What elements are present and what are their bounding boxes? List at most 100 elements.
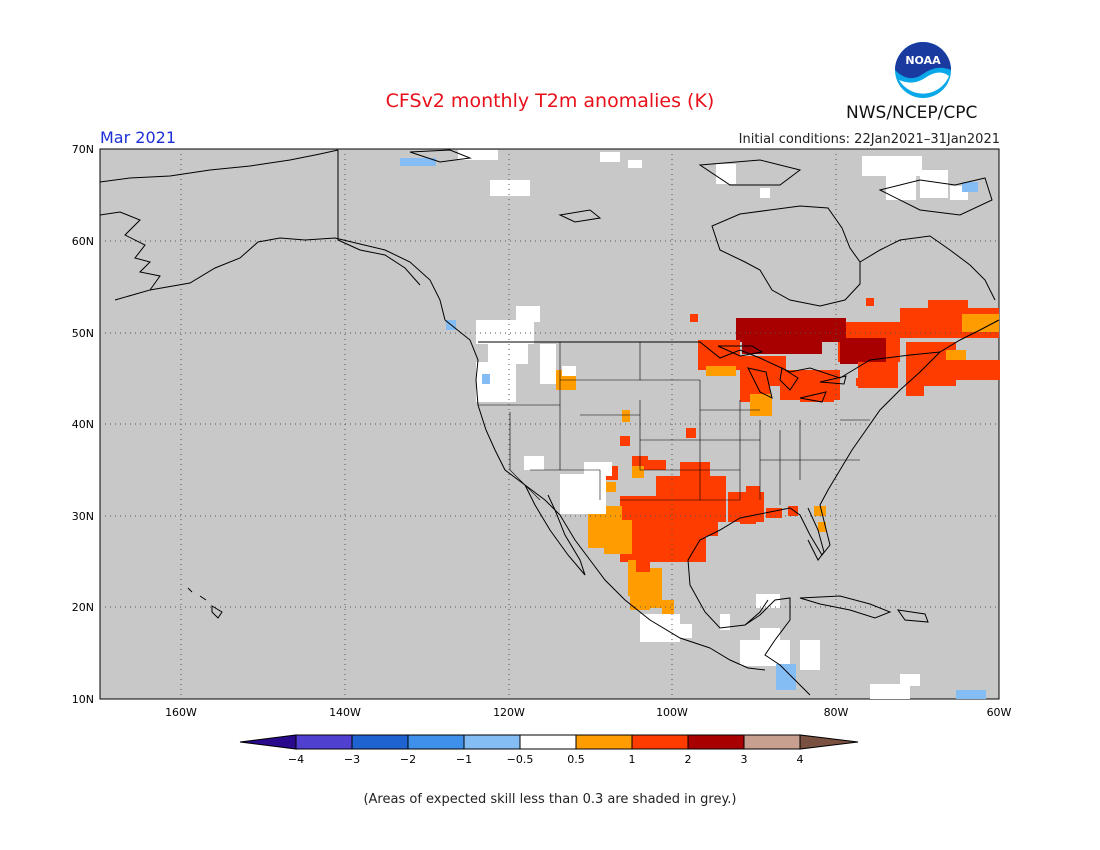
state-borders [478,342,870,505]
anomaly-cell [690,314,698,322]
lat-label-70n: 70N [72,143,94,156]
footnote: (Areas of expected skill less than 0.3 a… [363,792,737,807]
anomaly-cell [776,664,796,690]
lon-label-100w: 100W [656,706,688,719]
lat-label-40n: 40N [72,418,94,431]
anomaly-cell [858,362,898,388]
anomaly-cell [650,568,662,608]
noaa-logo: NOAA [895,42,951,98]
lon-label-60w: 60W [987,706,1012,719]
anomaly-cell [680,462,710,482]
anomaly-cell [400,158,436,166]
graticule [100,149,999,699]
color-legend-labels: −4 −3 −2 −1 −0.5 0.5 1 2 3 4 [288,753,804,766]
legend-swatch [519,734,577,750]
anomaly-cell [686,428,696,438]
anomaly-cell [662,600,674,614]
anomaly-cell [560,474,606,514]
anomaly-cell [720,614,730,630]
anomaly-cell [760,628,780,646]
anomaly-cell [900,674,920,686]
anomaly-cell [928,300,968,310]
legend-arrow-high [799,734,859,750]
anomaly-cell [742,328,822,354]
anomaly-cell [482,374,490,384]
period-label: Mar 2021 [100,128,176,147]
lat-label-10n: 10N [72,693,94,706]
legend-swatch [575,734,633,750]
legend-label: 2 [685,753,692,766]
legend-label: −0.5 [507,753,534,766]
anomaly-cell [490,180,530,196]
anomaly-cell [746,486,760,498]
logo-text: NOAA [905,54,941,67]
anomaly-cells [400,150,1000,699]
legend-label: −2 [400,753,416,766]
anomaly-cell [750,394,772,416]
lat-label-30n: 30N [72,510,94,523]
anomaly-cell [962,314,999,332]
legend-swatch [463,734,521,750]
legend-label: 0.5 [567,753,585,766]
lon-label-160w: 160W [165,706,197,719]
lat-label-20n: 20N [72,601,94,614]
anomaly-cell [740,510,756,524]
anomaly-cell [756,594,780,608]
anomaly-cell [800,640,820,670]
legend-swatch [631,734,689,750]
initial-conditions: Initial conditions: 22Jan2021–31Jan2021 [738,132,1000,147]
anomaly-cell [600,152,620,162]
anomaly-cell [604,520,632,554]
legend-swatch [743,734,801,750]
anomaly-cell [814,506,826,516]
anomaly-cell [760,188,770,198]
anomaly-cell [584,462,612,476]
anomaly-cell [706,366,736,376]
anomaly-cell [866,298,874,306]
anomaly-cell [632,466,644,478]
legend-label: −1 [456,753,472,766]
lon-label-120w: 120W [493,706,525,719]
lat-label-50n: 50N [72,327,94,340]
legend-swatch [687,734,745,750]
anomaly-cell [458,150,498,160]
lat-label-60n: 60N [72,235,94,248]
lon-label-80w: 80W [824,706,849,719]
anomaly-cell [962,182,978,192]
anomaly-cell [622,410,630,422]
page-title: CFSv2 monthly T2m anomalies (K) [385,90,715,112]
anomaly-cell [706,476,726,522]
anomaly-cell [856,378,864,386]
anomaly-cell [956,690,986,699]
legend-label: 4 [797,753,804,766]
legend-swatch [295,734,353,750]
anomaly-cell [488,344,528,364]
anomaly-cell [648,460,666,470]
anomaly-cell [862,156,922,176]
anomaly-cell [524,456,544,470]
anomaly-cell [562,366,576,376]
legend-label: 3 [741,753,748,766]
lon-label-140w: 140W [329,706,361,719]
anomaly-cell [920,170,948,198]
anomaly-cell [540,344,556,384]
agency-label: NWS/NCEP/CPC [846,103,978,123]
map-background [99,148,1000,700]
anomaly-cell [840,338,886,364]
anomaly-cell [606,482,616,492]
legend-arrow-low [239,734,297,750]
anomaly-cell [636,548,650,572]
anomaly-cell [476,320,534,344]
anomaly-cell [800,384,834,402]
anomaly-cell [698,340,740,370]
legend-swatch [351,734,409,750]
legend-label: −3 [344,753,360,766]
anomaly-cell [766,508,782,518]
anomaly-cell [788,506,798,516]
anomaly-cell [870,684,910,699]
coastlines [99,149,1000,696]
anomaly-cell [620,436,630,446]
anomaly-cell [906,386,924,396]
